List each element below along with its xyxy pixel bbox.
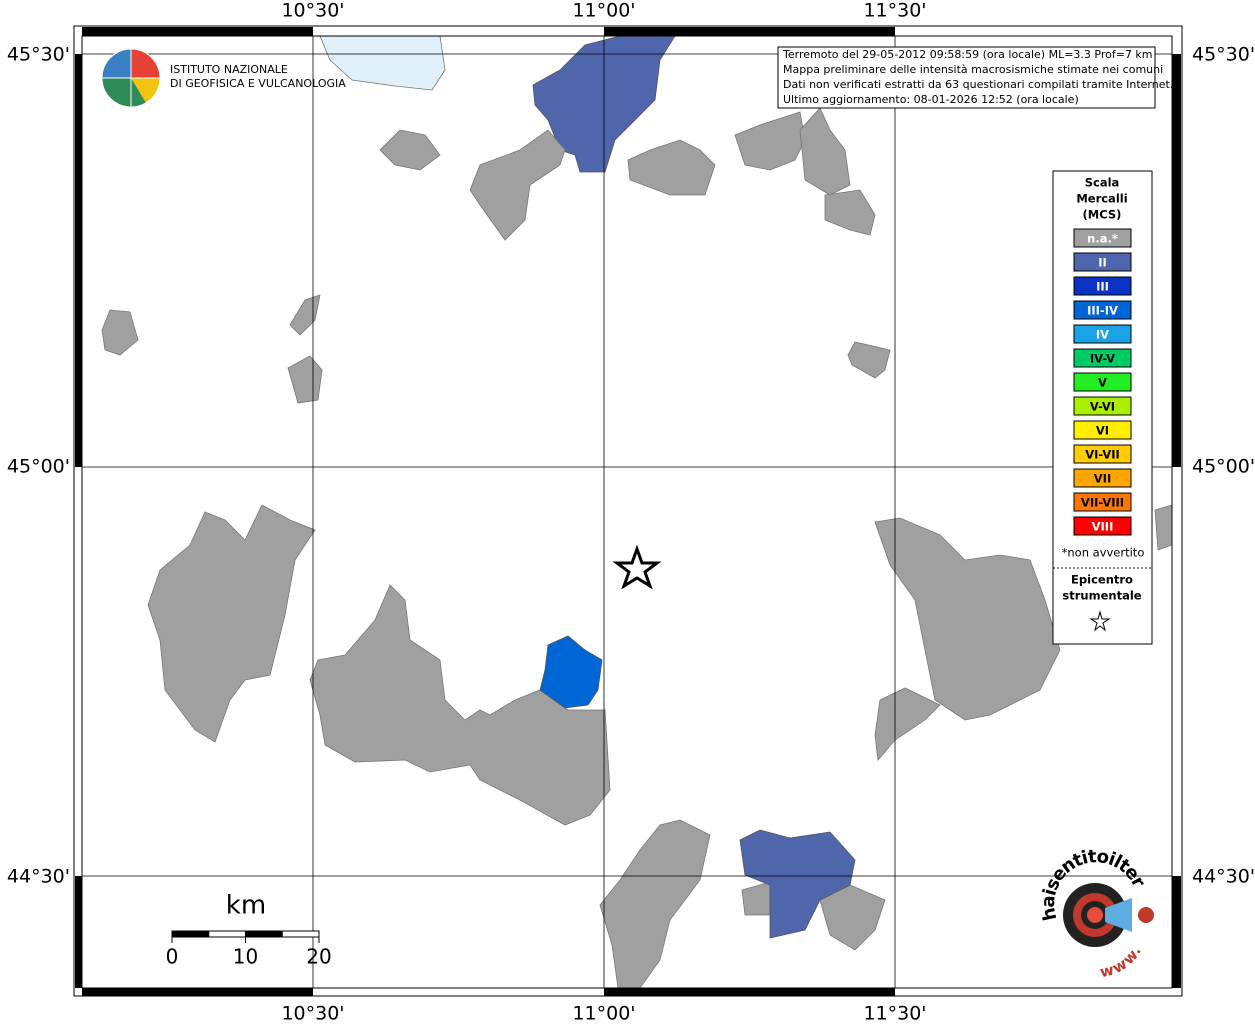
legend-label: IV xyxy=(1096,328,1109,342)
scale-unit: km xyxy=(226,891,266,921)
area xyxy=(469,129,566,241)
scale-label: 20 xyxy=(306,945,331,969)
lon-label: 11°30' xyxy=(863,0,926,22)
area xyxy=(147,504,316,743)
legend-label: VIII xyxy=(1092,520,1114,534)
legend-swatch xyxy=(1073,420,1132,440)
area xyxy=(539,635,603,709)
lat-label: 45°00' xyxy=(7,456,70,478)
info-line: Terremoto del 29-05-2012 09:58:59 (ora l… xyxy=(782,48,1153,61)
lon-label: 11°00' xyxy=(572,0,635,22)
legend-swatch xyxy=(1073,252,1132,272)
badge-text: www. xyxy=(1098,943,1144,981)
legend-title: Scala xyxy=(1085,176,1120,190)
legend-label: n.a.* xyxy=(1087,232,1118,246)
legend-swatch xyxy=(1073,300,1132,320)
lon-label: 11°00' xyxy=(572,1003,635,1025)
info-line: Dati non verificati estratti da 63 quest… xyxy=(783,78,1173,91)
area xyxy=(379,129,441,171)
scale-segment xyxy=(208,930,246,938)
scale-label: 0 xyxy=(166,945,179,969)
area xyxy=(289,294,321,336)
lat-label: 45°30' xyxy=(1192,44,1255,66)
area xyxy=(824,189,876,236)
area xyxy=(101,309,139,356)
frame xyxy=(73,25,1183,997)
legend-label: II xyxy=(1098,256,1107,270)
legend: Scala Mercalli (MCS) *non avvertito Epic… xyxy=(1052,170,1153,645)
legend-title: (MCS) xyxy=(1083,208,1122,222)
area xyxy=(1154,504,1173,551)
lat-label: 44°30' xyxy=(1192,866,1255,888)
lat-label: 45°00' xyxy=(1192,456,1255,478)
logo-text: ISTITUTO NAZIONALE xyxy=(170,63,288,76)
legend-label: VII xyxy=(1094,472,1111,486)
legend-star xyxy=(1089,610,1111,632)
scale-segment xyxy=(171,930,210,938)
legend-swatch xyxy=(1073,444,1132,464)
info-box: Terremoto del 29-05-2012 09:58:59 (ora l… xyxy=(777,46,1173,109)
legend-label: VI xyxy=(1096,424,1109,438)
axis-labels: 10°30' 11°00' 11°30' 10°30' 11°00' 11°30… xyxy=(7,0,1255,1025)
legend-swatch xyxy=(1073,228,1132,248)
area xyxy=(799,107,851,196)
scale-bar: km 0 10 20 xyxy=(166,891,332,969)
area xyxy=(734,111,806,171)
legend-swatch xyxy=(1073,324,1132,344)
area xyxy=(847,341,891,379)
lat-label: 44°30' xyxy=(7,866,70,888)
area xyxy=(874,687,941,761)
legend-title: Mercalli xyxy=(1076,192,1127,206)
legend-label: III-IV xyxy=(1087,304,1118,318)
legend-label: VII-VIII xyxy=(1081,496,1124,510)
info-line: Ultimo aggiornamento: 08-01-2026 12:52 (… xyxy=(783,93,1079,106)
info-line: Mappa preliminare delle intensità macros… xyxy=(783,63,1163,76)
area xyxy=(874,517,1061,721)
legend-epicenter: Epicentro xyxy=(1071,573,1133,587)
lon-label: 10°30' xyxy=(281,1003,344,1025)
legend-swatch xyxy=(1073,468,1132,488)
logo-text: DI GEOFISICA E VULCANOLOGIA xyxy=(170,77,346,90)
legend-label: IV-V xyxy=(1090,352,1115,366)
area xyxy=(741,881,771,916)
epicenter-star xyxy=(612,544,662,590)
lon-label: 11°30' xyxy=(863,1003,926,1025)
legend-swatch xyxy=(1073,396,1132,416)
legend-swatch xyxy=(1073,348,1132,368)
legend-swatch xyxy=(1073,372,1132,392)
area xyxy=(599,819,711,989)
area xyxy=(627,139,716,196)
municipalities xyxy=(101,35,1173,989)
legend-swatch xyxy=(1073,276,1132,296)
legend-epicenter: strumentale xyxy=(1062,589,1141,603)
legend-swatch xyxy=(1073,492,1132,512)
lon-label: 10°30' xyxy=(281,0,344,22)
scale-segment xyxy=(245,930,283,938)
ingv-logo: ISTITUTO NAZIONALE DI GEOFISICA E VULCAN… xyxy=(101,48,346,108)
area xyxy=(319,35,446,91)
legend-note: *non avvertito xyxy=(1062,546,1145,560)
lat-label: 45°30' xyxy=(7,44,70,66)
legend-label: V-VI xyxy=(1090,400,1115,414)
graticule xyxy=(82,36,1172,988)
legend-label: V xyxy=(1098,376,1107,390)
scale-label: 10 xyxy=(233,945,258,969)
area xyxy=(287,355,323,404)
scale-segment xyxy=(281,930,320,938)
legend-label: III xyxy=(1096,280,1109,294)
legend-label: VI-VII xyxy=(1085,448,1120,462)
area xyxy=(739,829,856,939)
legend-swatch xyxy=(1073,516,1132,536)
